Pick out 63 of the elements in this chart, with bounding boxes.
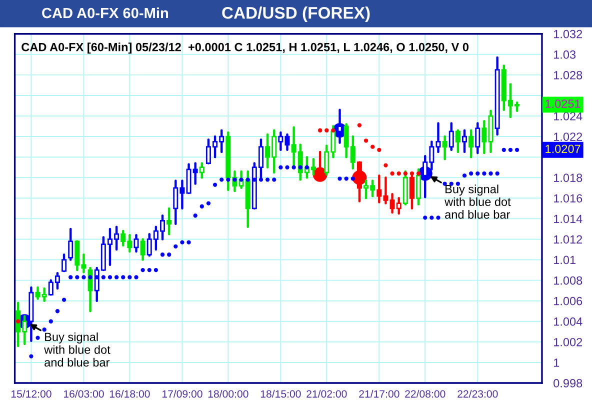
point bbox=[377, 148, 382, 152]
y-tick-label: 1.03 bbox=[554, 50, 576, 59]
y-tick-label: 1.028 bbox=[554, 70, 582, 80]
candlestick bbox=[199, 162, 204, 179]
annotation: CAD A0-FX [60-Min] 05/23/12 +0.0001 C 1.0251, H 1.0251, L 1.0246, O 1.0250, V 0 bbox=[22, 42, 469, 54]
candlestick bbox=[482, 120, 487, 154]
chart-title: CAD/USD (FOREX) bbox=[222, 6, 370, 22]
point bbox=[16, 319, 20, 324]
x-tick-label: 18/00:00 bbox=[208, 390, 248, 398]
x-tick-label: 16/03:00 bbox=[64, 390, 104, 398]
annotation: Buy signal with blue dot and blue bar bbox=[44, 332, 110, 367]
x-tick-label: 21/17:00 bbox=[359, 390, 400, 398]
y-tick-label: 1 bbox=[554, 358, 560, 367]
text: 1.0251 bbox=[546, 100, 580, 108]
x-tick-label: 16/18:00 bbox=[110, 390, 150, 398]
y-tick-label: 1.014 bbox=[554, 214, 582, 224]
point bbox=[364, 138, 368, 143]
candlestick bbox=[166, 207, 172, 236]
y-tick-label: 1.018 bbox=[554, 174, 582, 182]
point bbox=[390, 171, 394, 176]
candlestick bbox=[409, 172, 414, 210]
candlestick bbox=[448, 122, 454, 152]
x-tick-label: 22/08:00 bbox=[405, 390, 446, 398]
candlestick bbox=[462, 129, 468, 154]
candlestick bbox=[134, 234, 139, 253]
candlestick bbox=[455, 129, 460, 154]
point bbox=[324, 128, 329, 132]
candlestick bbox=[140, 238, 146, 261]
point bbox=[396, 171, 401, 176]
point bbox=[357, 123, 362, 128]
point bbox=[331, 128, 336, 132]
candlestick bbox=[468, 129, 474, 158]
y-tick-label: 1.004 bbox=[554, 317, 582, 326]
x-tick-label: 17/09:00 bbox=[162, 390, 202, 398]
x-tick-label: 21/02:00 bbox=[306, 390, 347, 398]
x-tick-label: 15/12:00 bbox=[11, 390, 52, 398]
y-tick-label: 1.012 bbox=[554, 235, 582, 244]
candlestick bbox=[475, 122, 480, 154]
candlestick bbox=[442, 135, 448, 160]
point bbox=[384, 163, 388, 168]
point bbox=[403, 171, 408, 176]
point bbox=[416, 171, 421, 176]
candlestick bbox=[68, 228, 74, 261]
text: 1.0207 bbox=[546, 144, 580, 154]
annotation: Buy signal with blue dot and blue bar bbox=[444, 184, 511, 219]
point bbox=[318, 128, 322, 132]
candlestick bbox=[62, 254, 67, 272]
x-tick-label: 18/15:00 bbox=[260, 390, 301, 398]
candlestick bbox=[337, 108, 342, 144]
y-tick-label: 1.008 bbox=[554, 276, 582, 285]
y-tick-label: 1.024 bbox=[554, 112, 582, 120]
y-tick-label: 1.032 bbox=[554, 30, 582, 38]
y-tick-label: 1.01 bbox=[554, 256, 576, 264]
y-tick-label: 1.022 bbox=[554, 132, 582, 141]
x-tick-label: 22/23:00 bbox=[458, 390, 498, 398]
candlestick bbox=[284, 133, 290, 152]
y-tick-label: 1.006 bbox=[554, 296, 582, 306]
point bbox=[370, 144, 375, 149]
y-tick-label: 1.016 bbox=[554, 194, 582, 203]
y-tick-label: 0.998 bbox=[554, 379, 582, 388]
y-tick-label: 1.002 bbox=[554, 338, 582, 346]
point bbox=[410, 171, 414, 176]
chart-subtitle: CAD A0-FX 60-Min bbox=[42, 7, 168, 18]
